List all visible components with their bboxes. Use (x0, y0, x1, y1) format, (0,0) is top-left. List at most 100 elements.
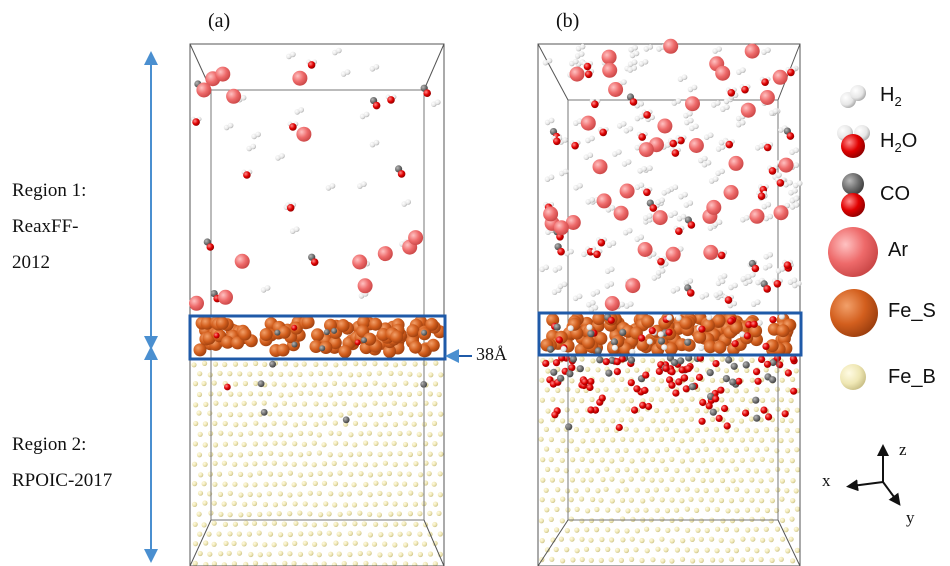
fe-bulk-atom (271, 520, 277, 526)
h2-atom (548, 117, 555, 124)
fe-bulk-atom (740, 557, 746, 563)
fe-bulk-atom (342, 502, 349, 508)
fe-bulk-atom (584, 527, 590, 533)
adsorbate-atom (560, 346, 567, 352)
axis-label-z: z (899, 440, 907, 459)
oxide-atom (598, 394, 606, 402)
fe-bulk-atom (266, 551, 272, 557)
h2-atom (675, 98, 682, 104)
h2o-oxygen-atom (571, 141, 579, 150)
fe-bulk-atom (427, 411, 433, 417)
fe-bulk-atom (665, 527, 671, 534)
fe-bulk-atom (715, 468, 721, 474)
fe-bulk-atom (291, 401, 297, 407)
h2-atom (361, 181, 367, 187)
oxide-atom (662, 364, 670, 372)
ar-atom (625, 278, 641, 294)
fe-bulk-atom (779, 478, 786, 484)
h2-atom (594, 289, 601, 295)
fe-bulk-atom (674, 507, 680, 513)
fe-bulk-atom (618, 557, 625, 564)
ar-atom (778, 157, 794, 173)
fe-bulk-atom (397, 370, 403, 376)
h2o-oxygen-atom (591, 100, 599, 109)
fe-bulk-atom (203, 561, 209, 566)
fe-bulk-atom (655, 526, 661, 533)
fe-bulk-atom (784, 488, 790, 494)
fe-bulk-atom (688, 436, 695, 442)
fe-bulk-atom (634, 487, 640, 493)
fe-bulk-atom (381, 480, 387, 486)
oxide-atom (668, 368, 676, 376)
fe-bulk-atom (367, 472, 374, 478)
fe-bulk-atom (599, 437, 606, 443)
fe-bulk-atom (658, 397, 664, 403)
fe-bulk-atom (714, 487, 720, 493)
fe-bulk-atom (361, 361, 367, 367)
fe-surface-atom (311, 328, 324, 342)
fe-bulk-atom (386, 410, 392, 417)
impurity-atom (260, 408, 268, 416)
fe-bulk-region-b (538, 354, 801, 564)
fe-bulk-atom (603, 486, 609, 492)
fe-bulk-atom (554, 527, 560, 533)
fe-bulk-atom (749, 497, 755, 503)
fe-bulk-atom (193, 420, 199, 427)
fe-bulk-atom (745, 467, 751, 473)
fe-bulk-atom (673, 407, 679, 413)
fe-bulk-atom (387, 552, 393, 558)
fe-bulk-atom (709, 377, 716, 383)
fe-bulk-atom (413, 540, 419, 546)
ar-atom (604, 296, 620, 311)
fe-bulk-atom (629, 437, 635, 443)
fe-bulk-atom (357, 550, 363, 557)
oxide-atom (586, 383, 594, 392)
legend-h2o-sub: 2 (894, 140, 902, 155)
h2o-oxygen-atom (671, 149, 680, 157)
fe-bulk-atom (748, 436, 755, 443)
fe-bulk-atom (267, 411, 273, 417)
oxide-atom (550, 368, 558, 376)
fe-bulk-atom (588, 477, 594, 483)
fe-bulk-atom (373, 480, 379, 486)
h2-atom (767, 251, 773, 258)
fe-bulk-atom (267, 471, 274, 477)
h2-atom (793, 147, 799, 153)
fe-bulk-atom (650, 376, 656, 382)
fe-bulk-atom (336, 551, 342, 557)
fe-bulk-atom (738, 356, 744, 362)
fe-bulk-atom (729, 518, 736, 524)
fe-bulk-atom (216, 531, 222, 537)
fe-bulk-atom (753, 468, 760, 474)
oxide-atom (681, 374, 689, 382)
h2o-oxygen-atom (776, 179, 785, 187)
fe-bulk-atom (654, 448, 661, 454)
surface-highlight-box-b (537, 311, 803, 357)
fe-bulk-atom (774, 448, 780, 454)
fe-bulk-atom (749, 357, 755, 363)
fe-bulk-atom (362, 381, 368, 387)
fe-bulk-atom (348, 452, 354, 458)
h2-atom (638, 100, 644, 107)
fe-bulk-atom (377, 391, 384, 397)
oxide-atom (790, 387, 798, 395)
co-molecule-icon (841, 173, 865, 217)
fe-bulk-atom (664, 408, 670, 414)
fe-bulk-atom (287, 492, 293, 498)
fe-bulk-atom (237, 391, 243, 397)
h2-atom (568, 248, 574, 255)
fe-bulk-atom (614, 547, 621, 553)
fe-surface-atom (383, 344, 397, 358)
fe-bulk-atom (377, 490, 383, 496)
fe-bulk-atom (427, 551, 434, 557)
fe-bulk-atom (723, 526, 730, 533)
oxide-atom (752, 396, 760, 404)
fe-bulk-atom (743, 388, 749, 394)
ar-atom (685, 96, 700, 112)
fe-bulk-atom (342, 460, 348, 466)
fe-surface-atom (664, 342, 678, 356)
fe-bulk-atom (543, 426, 550, 432)
fe-bulk-atom (754, 386, 760, 392)
h2-atom (659, 268, 666, 274)
fe-bulk-atom (639, 537, 645, 544)
